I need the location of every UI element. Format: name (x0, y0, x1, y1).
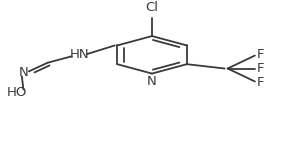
Text: HN: HN (70, 48, 89, 61)
Text: N: N (19, 66, 28, 79)
Text: HO: HO (7, 86, 28, 99)
Text: N: N (147, 75, 157, 88)
Text: F: F (256, 62, 264, 75)
Text: F: F (256, 76, 264, 89)
Text: Cl: Cl (146, 1, 158, 14)
Text: F: F (256, 48, 264, 61)
